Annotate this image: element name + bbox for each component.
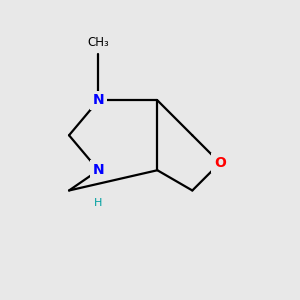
Text: O: O — [214, 156, 226, 170]
Text: N: N — [93, 93, 104, 107]
Text: H: H — [94, 198, 103, 208]
Text: N: N — [93, 163, 104, 177]
Text: CH₃: CH₃ — [88, 36, 109, 49]
